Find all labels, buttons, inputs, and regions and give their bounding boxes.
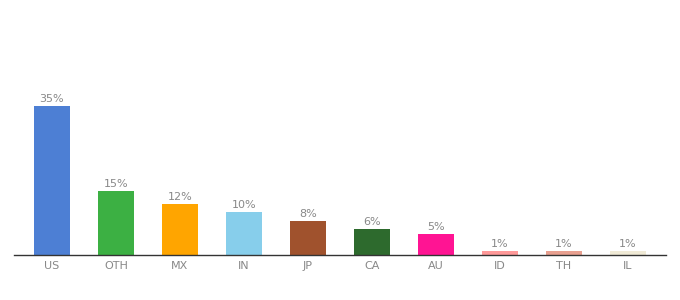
Bar — [547, 251, 581, 255]
Bar — [290, 221, 326, 255]
Text: 5%: 5% — [427, 222, 445, 232]
Bar — [35, 106, 69, 255]
Bar — [482, 251, 517, 255]
Text: 10%: 10% — [232, 200, 256, 210]
Bar — [354, 230, 390, 255]
Bar — [611, 251, 645, 255]
Bar — [99, 191, 133, 255]
Bar — [226, 212, 262, 255]
Text: 35%: 35% — [39, 94, 65, 104]
Text: 1%: 1% — [555, 238, 573, 249]
Text: 8%: 8% — [299, 209, 317, 219]
Text: 12%: 12% — [168, 192, 192, 202]
Text: 15%: 15% — [103, 179, 129, 189]
Text: 6%: 6% — [363, 217, 381, 227]
Text: 1%: 1% — [619, 238, 636, 249]
Bar — [163, 204, 198, 255]
Text: 1%: 1% — [491, 238, 509, 249]
Bar — [418, 234, 454, 255]
